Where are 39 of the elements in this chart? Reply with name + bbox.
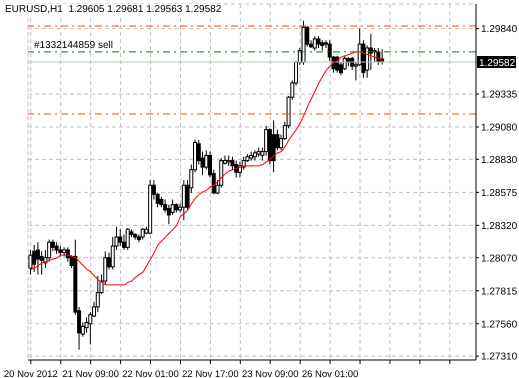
candlestick [58,246,62,257]
candlestick [54,242,59,254]
candlestick [249,151,254,162]
x-tick-label: 26 Nov 01:00 [302,369,358,378]
candlestick [252,150,257,162]
candlestick [372,48,377,63]
x-tick-label: 22 Nov 17:00 [182,369,239,378]
y-tick-label: 1.27560 [481,319,518,330]
y-tick-label: 1.28070 [481,253,518,264]
y-tick-label: 1.29335 [481,90,518,101]
y-tick-label: 1.28320 [481,220,518,232]
ref-line-label: #1332144859 sell [34,40,113,51]
candlestick [62,246,66,257]
y-tick-label: 1.29840 [481,24,518,36]
candlestick [312,36,317,52]
y-tick-label: 1.28830 [481,154,518,166]
x-tick-label: 23 Nov 09:00 [242,369,298,378]
candlestick [118,228,122,247]
x-tick-label: 20 Nov 2012 [4,369,58,378]
x-tick-label: 22 Nov 01:00 [122,369,179,378]
candlestick [28,249,32,276]
candlestick [320,40,324,52]
y-tick-label: 1.28575 [481,188,518,199]
candlestick [36,242,40,276]
candlestick [126,227,130,250]
x-tick-label: 21 Nov 09:00 [62,369,119,378]
candlestick [140,227,145,240]
candlestick [342,55,347,71]
ref-line-label: 1.29582 [479,58,516,69]
candlestick [256,147,261,158]
candlestick [226,154,231,166]
candlestick [234,160,238,178]
candlestick [32,244,36,272]
candlestick [174,202,178,213]
candlestick [316,36,320,49]
chart-title: EURUSD,H1 1.29605 1.29681 1.29563 1.29582 [5,4,222,15]
y-tick-label: 1.27310 [481,352,518,363]
y-tick-label: 1.29080 [481,122,518,134]
y-tick-label: 1.27815 [481,286,518,298]
